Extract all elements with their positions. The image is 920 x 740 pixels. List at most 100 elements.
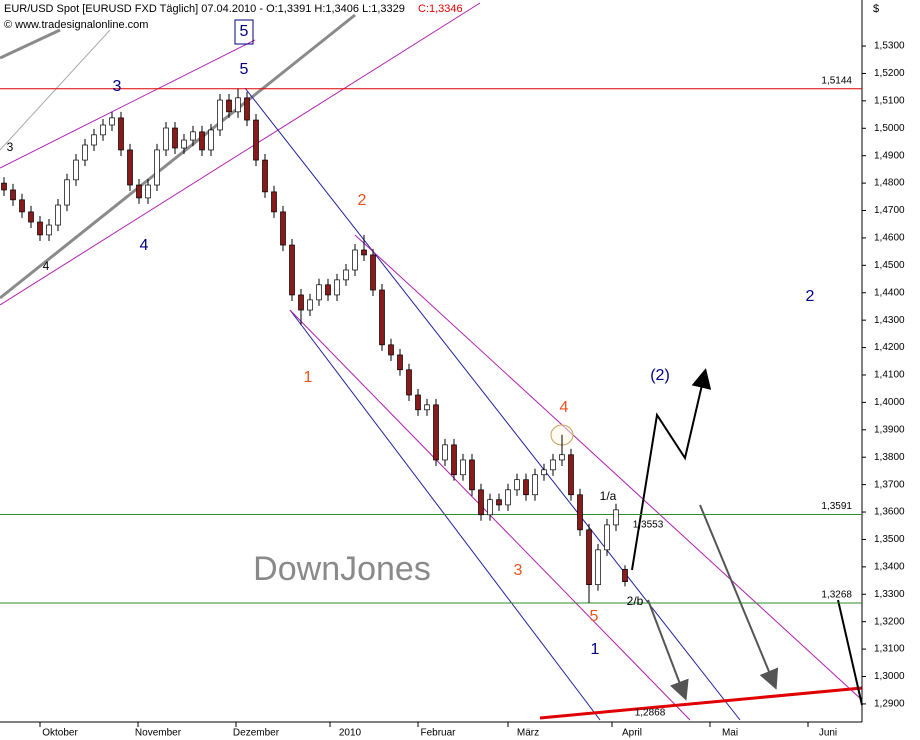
candle-body [451, 444, 457, 476]
candle-body [154, 149, 160, 186]
candle-body [460, 459, 466, 476]
candle-body [478, 489, 484, 516]
y-tick-label: 1,4600 [874, 233, 905, 244]
candle-body [10, 189, 16, 201]
candle-body [1, 182, 7, 191]
candle-body [559, 454, 565, 461]
candle-body [325, 284, 331, 296]
x-tick-label: Dezember [233, 728, 280, 739]
candle-body [28, 211, 34, 223]
x-tick-label: Juni [819, 728, 837, 739]
wave-label: 1 [591, 641, 600, 658]
y-tick-label: 1,3500 [874, 534, 905, 545]
price-label: 1,2868 [635, 707, 666, 718]
candle-body [469, 459, 475, 491]
wave-label: 2/b [627, 594, 644, 608]
wave-label: 5 [590, 608, 599, 625]
wave-label: 1/a [600, 489, 617, 503]
candle-body [163, 127, 169, 151]
x-tick-label: Oktober [42, 728, 78, 739]
candle-body [235, 97, 241, 113]
candle-body [298, 294, 304, 311]
candle-body [604, 524, 610, 551]
candle-body [289, 244, 295, 296]
y-tick-label: 1,4200 [874, 342, 905, 353]
candle-body [91, 134, 97, 146]
candle-body [64, 179, 70, 206]
wave-label: 2 [806, 288, 815, 305]
candle-body [253, 119, 259, 161]
wave-label: 5 [240, 23, 249, 40]
candle-body [280, 211, 286, 246]
level-label: 1,3268 [821, 590, 852, 601]
wave-label: 2 [358, 192, 367, 209]
price-label: 1,3553 [633, 520, 664, 531]
candle-body [487, 499, 493, 516]
candle-body [397, 354, 403, 371]
candle-body [73, 159, 79, 181]
candle-body [541, 469, 547, 476]
candle-body [622, 568, 628, 583]
candle-body [271, 191, 277, 213]
candle-body [523, 479, 529, 496]
y-tick-label: 1,4800 [874, 178, 905, 189]
trend-lines [0, 2, 863, 721]
wave-label: 4 [140, 237, 149, 254]
x-tick-label: 2010 [339, 728, 362, 739]
y-tick-label: 1,4300 [874, 315, 905, 326]
y-tick-label: 1,3200 [874, 616, 905, 627]
copyright: © www.tradesignalonline.com [4, 19, 148, 31]
candle-body [109, 117, 115, 126]
candle-body [370, 254, 376, 291]
chart-title: EUR/USD Spot [EURUSD FXD Täglich] 07.04.… [4, 3, 405, 15]
y-tick-label: 1,4500 [874, 260, 905, 271]
y-tick-label: 1,4000 [874, 397, 905, 408]
candle-body [613, 509, 619, 526]
x-tick-label: November [135, 728, 182, 739]
candle-body [352, 249, 358, 271]
watermark: DownJones [253, 550, 431, 588]
candle-body [577, 494, 583, 531]
y-tick-label: 1,5000 [874, 123, 905, 134]
wave-label: 4 [560, 399, 569, 416]
candle-body [244, 97, 250, 121]
candle-body [316, 284, 322, 301]
x-tick-label: Mai [722, 728, 738, 739]
candle-body [568, 454, 574, 496]
candle-body [145, 184, 151, 199]
candle-body [496, 499, 502, 506]
candle-body [586, 529, 592, 586]
candle-body [334, 279, 340, 296]
candle-body [433, 404, 439, 461]
wave-label: 4 [43, 259, 50, 273]
candle-body [415, 394, 421, 411]
y-tick-label: 1,3800 [874, 452, 905, 463]
level-label: 1,5144 [821, 75, 852, 86]
wave-label: (2) [650, 367, 670, 384]
candle-body [217, 99, 223, 131]
candle-body [388, 344, 394, 356]
y-tick-label: 1,2900 [874, 699, 905, 710]
candle-body [46, 224, 52, 236]
candle-body [262, 159, 268, 193]
candle-body [226, 99, 232, 113]
candle-body [199, 131, 205, 151]
wave-label: 3 [7, 140, 14, 154]
candle-body [424, 404, 430, 411]
y-tick-label: 1,3700 [874, 479, 905, 490]
chart-title-close: C:1,3346 [418, 3, 463, 15]
candle-body [19, 199, 25, 213]
candle-body [118, 117, 124, 151]
candle-body [361, 249, 367, 256]
level-label: 1,3591 [821, 501, 852, 512]
candle-body [55, 204, 61, 226]
candle-body [550, 459, 556, 471]
candle-body [406, 369, 412, 396]
candle-body [595, 549, 601, 586]
x-tick-label: Februar [420, 728, 456, 739]
y-tick-label: 1,3100 [874, 644, 905, 655]
y-tick-label: 1,3400 [874, 561, 905, 572]
candle-body [343, 269, 349, 281]
